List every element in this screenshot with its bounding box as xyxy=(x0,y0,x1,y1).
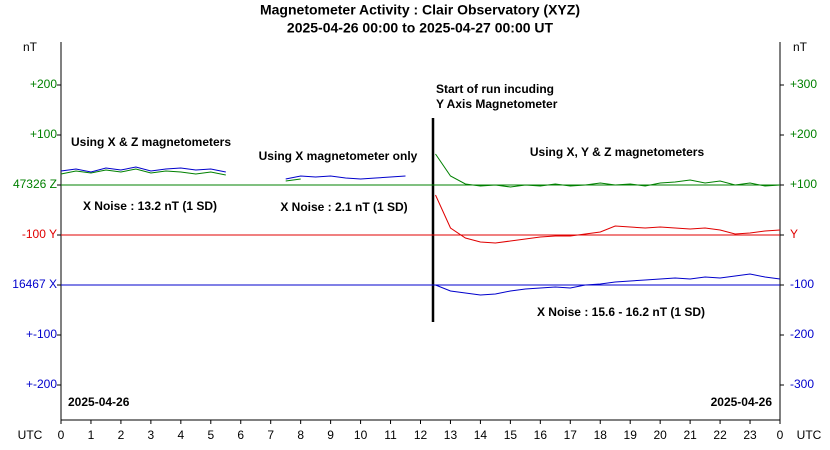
x-tick-label: 6 xyxy=(237,428,244,442)
y2-tick-label: +100 xyxy=(790,177,817,191)
x-tick-label: 8 xyxy=(297,428,304,442)
y-unit: nT xyxy=(23,40,38,54)
y2-tick-label: +300 xyxy=(790,77,817,91)
annotation: Start of run incuding xyxy=(436,82,554,96)
y2-tick-label: -100 xyxy=(790,277,814,291)
x-label: UTC xyxy=(797,428,822,442)
x-tick-label: 18 xyxy=(594,428,608,442)
y2-tick-label: +200 xyxy=(790,127,817,141)
chart-subtitle: 2025-04-26 00:00 to 2025-04-27 00:00 UT xyxy=(287,20,554,36)
series-line xyxy=(60,153,781,188)
x-tick-label: 16 xyxy=(534,428,548,442)
y2-tick-label: Y xyxy=(790,227,798,241)
x-tick-label: 20 xyxy=(653,428,667,442)
x-tick-label: 21 xyxy=(683,428,697,442)
x-tick-label: 13 xyxy=(444,428,458,442)
y2-tick-label: -200 xyxy=(790,327,814,341)
annotation: Using X magnetometer only xyxy=(259,149,418,163)
annotation: Y Axis Magnetometer xyxy=(436,97,558,111)
x-tick-label: 4 xyxy=(177,428,184,442)
x-tick-label: 10 xyxy=(354,428,368,442)
annotation: X Noise : 15.6 - 16.2 nT (1 SD) xyxy=(537,305,705,319)
y-tick-label: +200 xyxy=(30,77,57,91)
y-tick-label: 47326 Z xyxy=(13,177,57,191)
x-tick-label: 14 xyxy=(474,428,488,442)
y2-tick-label: -300 xyxy=(790,377,814,391)
annotation: Using X & Z magnetometers xyxy=(71,135,231,149)
y2-unit: nT xyxy=(793,40,808,54)
annotation: X Noise : 13.2 nT (1 SD) xyxy=(83,199,217,213)
annotation: X Noise : 2.1 nT (1 SD) xyxy=(280,200,407,214)
series-line xyxy=(435,194,781,244)
series-line xyxy=(60,166,781,296)
x-tick-label: 12 xyxy=(414,428,428,442)
x-tick-label: 1 xyxy=(88,428,95,442)
y-tick-label: +-200 xyxy=(26,377,57,391)
annotation: Using X, Y & Z magnetometers xyxy=(530,145,705,159)
date-label: 2025-04-26 xyxy=(711,395,773,409)
y-tick-label: +100 xyxy=(30,127,57,141)
x-tick-label: 7 xyxy=(267,428,274,442)
x-tick-label: 22 xyxy=(713,428,727,442)
x-tick-label: 11 xyxy=(384,428,397,442)
x-tick-label: 0 xyxy=(58,428,65,442)
y-tick-label: +-100 xyxy=(26,327,57,341)
x-tick-label: 2 xyxy=(118,428,125,442)
x-tick-label: 23 xyxy=(743,428,757,442)
x-tick-label: 3 xyxy=(148,428,155,442)
y-tick-label: 16467 X xyxy=(12,277,57,291)
chart-title: Magnetometer Activity : Clair Observator… xyxy=(260,2,580,18)
y-tick-label: -100 Y xyxy=(22,227,57,241)
x-tick-label: 15 xyxy=(504,428,518,442)
x-tick-label: 5 xyxy=(207,428,214,442)
x-tick-label: 9 xyxy=(327,428,334,442)
x-tick-label: 0 xyxy=(777,428,784,442)
x-label: UTC xyxy=(18,428,43,442)
x-tick-label: 19 xyxy=(624,428,638,442)
x-tick-label: 17 xyxy=(564,428,578,442)
date-label: 2025-04-26 xyxy=(68,395,130,409)
